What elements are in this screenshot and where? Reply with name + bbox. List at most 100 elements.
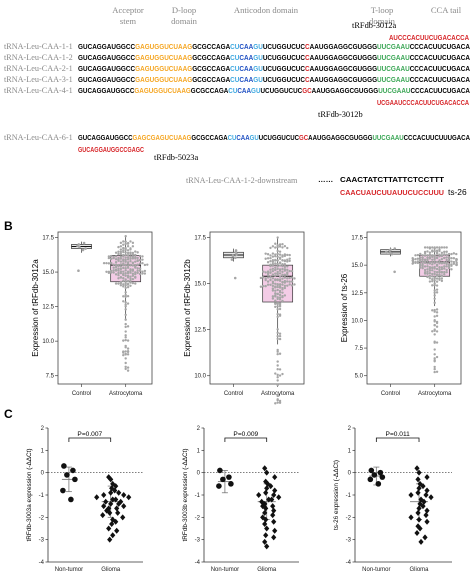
data-point <box>122 258 125 261</box>
data-point <box>452 262 456 265</box>
panel-b-boxplots: 7.5 10.0 12.5 15.0 17.5 Control Astrocytoma Exp… <box>31 231 462 405</box>
data-point <box>119 275 123 279</box>
data-point <box>445 258 448 262</box>
data-point-glioma <box>421 498 427 505</box>
data-point <box>271 260 275 264</box>
data-point <box>107 256 111 260</box>
data-point <box>131 281 135 285</box>
data-point <box>129 252 132 256</box>
data-point-glioma <box>423 492 429 498</box>
data-point <box>385 250 388 254</box>
data-point <box>124 361 127 365</box>
data-point-glioma <box>263 489 269 496</box>
plot-frame <box>57 231 153 385</box>
data-point <box>112 266 115 269</box>
data-point <box>283 273 287 276</box>
boxplot-chart: 10.012.515.017.5ControlAstrocytomaExpres… <box>183 231 305 405</box>
y-tick-label: 10.0 <box>194 374 206 380</box>
data-point <box>124 338 127 342</box>
data-point <box>423 254 427 257</box>
data-point <box>440 279 444 283</box>
y-tick-label: -3 <box>195 538 201 544</box>
sequence-segment-dloop: GAGUGGUCUAAG <box>135 42 192 51</box>
data-point <box>271 269 275 273</box>
data-point <box>421 258 424 261</box>
data-point <box>445 256 448 259</box>
data-point-glioma <box>270 512 276 519</box>
data-point <box>428 253 432 256</box>
data-point <box>271 267 275 270</box>
sequence-segment-tloop: UUCGAAU <box>377 53 410 62</box>
data-point-glioma <box>108 489 114 496</box>
data-point <box>124 266 127 270</box>
data-point <box>119 255 123 258</box>
data-point <box>126 256 130 259</box>
data-point <box>126 339 130 342</box>
data-point <box>266 261 270 264</box>
data-point <box>276 331 279 335</box>
data-point <box>411 259 414 262</box>
data-point <box>276 348 279 352</box>
data-point <box>131 272 135 275</box>
fragment-sequence-3012b: UCGAAUCCCACUUCUGACACCA <box>377 98 469 107</box>
data-point <box>276 350 279 353</box>
data-point <box>136 269 139 272</box>
data-point <box>124 365 127 369</box>
data-point <box>122 277 125 280</box>
sequence-alignment: tRNA-Leu-CAA-1-1 GUCAGGAUGGCCGAGUGGUCUAAG… <box>4 42 470 142</box>
data-point-glioma <box>272 527 278 534</box>
data-point <box>276 244 279 247</box>
ts26-sequence: CAACUAUCUUAUUCUCCUUU <box>340 188 444 197</box>
panel-label-c: C <box>4 407 13 421</box>
data-point <box>276 236 279 239</box>
data-point <box>112 271 115 274</box>
data-point <box>283 294 287 297</box>
sequence-segment-acceptor: GCGCCAGA <box>191 133 228 142</box>
data-point <box>276 373 279 377</box>
data-point <box>81 248 85 252</box>
data-point <box>283 259 287 263</box>
sequence-segment-anticodon_core: CAA <box>239 53 253 62</box>
data-point <box>433 319 436 322</box>
data-point <box>419 266 422 269</box>
data-point-glioma <box>107 536 113 543</box>
y-tick-label: 10.0 <box>42 339 54 345</box>
y-tick-label: 12.5 <box>194 328 206 334</box>
data-point <box>122 279 125 283</box>
data-point <box>138 262 142 265</box>
sequence-segment-acceptor: AAUGGAGGCGUGGG <box>312 86 379 95</box>
fragment-sequence-3012a: AUCCCACUUCUGACACCA <box>389 33 469 42</box>
data-point <box>264 278 267 282</box>
data-point <box>271 258 275 262</box>
data-point <box>433 260 436 263</box>
data-point <box>119 245 123 248</box>
data-point <box>286 258 289 261</box>
data-point <box>428 261 432 264</box>
data-point <box>117 245 120 249</box>
data-point <box>443 265 446 268</box>
data-point <box>278 253 282 256</box>
data-point <box>124 248 127 252</box>
data-point-glioma <box>104 507 110 514</box>
data-point <box>281 281 284 284</box>
sequence-segment-acceptor: GUCAGGAUGGCC <box>78 42 136 51</box>
data-point <box>286 272 289 275</box>
data-point <box>129 240 132 243</box>
data-point <box>447 259 451 263</box>
data-point <box>426 246 429 249</box>
sequence-row-name: tRNA-Leu-CAA-4-1 <box>4 86 73 95</box>
data-point <box>455 263 458 267</box>
data-point <box>433 279 436 282</box>
data-point <box>124 269 127 272</box>
data-point <box>119 265 123 268</box>
data-point-glioma <box>113 496 119 503</box>
data-point <box>278 298 282 301</box>
data-point <box>138 272 142 276</box>
y-tick-label: 17.5 <box>351 236 363 242</box>
data-point <box>117 256 120 260</box>
data-point-glioma <box>262 500 268 507</box>
data-point <box>435 341 439 344</box>
data-point <box>138 267 142 270</box>
fragment-annotations: tRFdb-3012a AUCCCACUUCUGACACCA tRFdb-3012b… <box>78 21 469 197</box>
